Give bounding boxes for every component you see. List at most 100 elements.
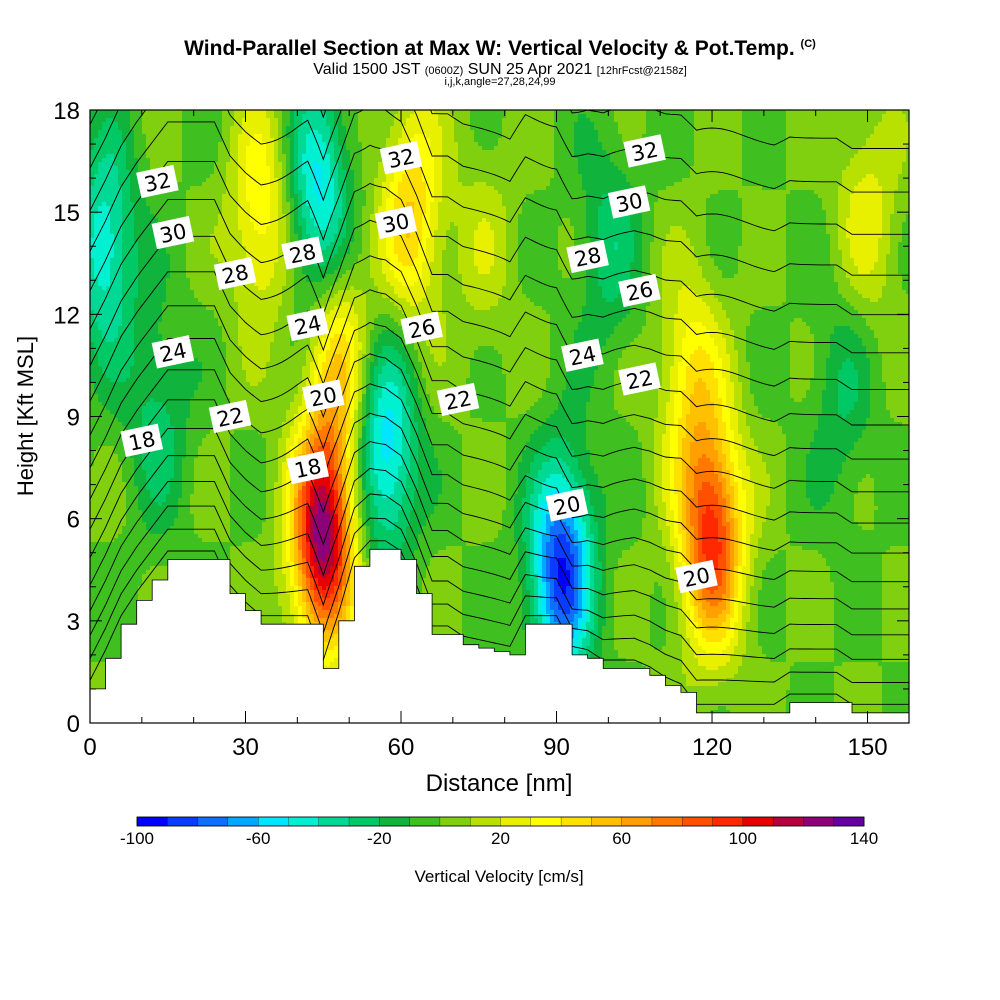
w-cell xyxy=(778,122,782,126)
w-cell xyxy=(154,202,158,206)
w-cell xyxy=(822,158,826,162)
w-cell xyxy=(442,122,446,126)
w-cell xyxy=(878,182,882,186)
w-cell xyxy=(510,118,514,122)
w-cell xyxy=(674,142,678,146)
w-cell xyxy=(722,158,726,162)
w-cell xyxy=(358,142,362,146)
w-cell xyxy=(246,186,250,190)
w-cell xyxy=(890,118,894,122)
w-cell xyxy=(698,154,702,158)
w-cell xyxy=(406,194,410,198)
w-cell xyxy=(370,186,374,190)
w-cell xyxy=(310,198,314,202)
w-cell xyxy=(622,126,626,130)
w-cell xyxy=(274,118,278,122)
w-cell xyxy=(170,110,174,114)
w-cell xyxy=(390,202,394,206)
w-cell xyxy=(854,158,858,162)
w-cell xyxy=(202,126,206,130)
w-cell xyxy=(406,110,410,114)
w-cell xyxy=(214,190,218,194)
w-cell xyxy=(422,110,426,114)
w-cell xyxy=(782,122,786,126)
w-cell xyxy=(98,114,102,118)
w-cell xyxy=(546,126,550,130)
w-cell xyxy=(798,118,802,122)
w-cell xyxy=(194,166,198,170)
w-cell xyxy=(686,126,690,130)
w-cell xyxy=(574,190,578,194)
w-cell xyxy=(742,186,746,190)
w-cell xyxy=(94,178,98,182)
w-cell xyxy=(810,170,814,174)
w-cell xyxy=(326,166,330,170)
w-cell xyxy=(838,198,842,202)
w-cell xyxy=(850,158,854,162)
w-cell xyxy=(334,150,338,154)
w-cell xyxy=(878,130,882,134)
w-cell xyxy=(638,110,642,114)
w-cell xyxy=(362,158,366,162)
w-cell xyxy=(230,126,234,130)
w-cell xyxy=(302,142,306,146)
w-cell xyxy=(450,186,454,190)
w-cell xyxy=(202,186,206,190)
w-cell xyxy=(806,194,810,198)
w-cell xyxy=(130,150,134,154)
w-cell xyxy=(702,190,706,194)
w-cell xyxy=(386,114,390,118)
w-cell xyxy=(554,162,558,166)
w-cell xyxy=(882,158,886,162)
w-cell xyxy=(514,194,518,198)
w-cell xyxy=(442,202,446,206)
w-cell xyxy=(758,174,762,178)
w-cell xyxy=(742,122,746,126)
w-cell xyxy=(458,170,462,174)
w-cell xyxy=(442,150,446,154)
w-cell xyxy=(418,178,422,182)
w-cell xyxy=(378,126,382,130)
w-cell xyxy=(506,158,510,162)
w-cell xyxy=(354,138,358,142)
w-cell xyxy=(166,130,170,134)
w-cell xyxy=(550,174,554,178)
w-cell xyxy=(610,110,614,114)
w-cell xyxy=(794,138,798,142)
w-cell xyxy=(490,166,494,170)
w-cell xyxy=(882,122,886,126)
w-cell xyxy=(286,158,290,162)
w-cell xyxy=(178,114,182,118)
w-cell xyxy=(394,198,398,202)
w-cell xyxy=(502,198,506,202)
w-cell xyxy=(758,170,762,174)
w-cell xyxy=(422,158,426,162)
w-cell xyxy=(302,190,306,194)
w-cell xyxy=(258,178,262,182)
w-cell xyxy=(298,170,302,174)
w-cell xyxy=(366,190,370,194)
w-cell xyxy=(166,110,170,114)
w-cell xyxy=(626,110,630,114)
w-cell xyxy=(806,190,810,194)
w-cell xyxy=(638,178,642,182)
w-cell xyxy=(370,166,374,170)
w-cell xyxy=(890,138,894,142)
w-cell xyxy=(182,186,186,190)
w-cell xyxy=(534,154,538,158)
w-cell xyxy=(750,174,754,178)
w-cell xyxy=(798,126,802,130)
w-cell xyxy=(210,170,214,174)
w-cell xyxy=(850,122,854,126)
w-cell xyxy=(694,182,698,186)
w-cell xyxy=(478,162,482,166)
w-cell xyxy=(502,170,506,174)
w-cell xyxy=(514,146,518,150)
w-cell xyxy=(678,122,682,126)
w-cell xyxy=(706,186,710,190)
w-cell xyxy=(170,138,174,142)
w-cell xyxy=(242,162,246,166)
w-cell xyxy=(566,138,570,142)
w-cell xyxy=(394,134,398,138)
w-cell xyxy=(334,174,338,178)
